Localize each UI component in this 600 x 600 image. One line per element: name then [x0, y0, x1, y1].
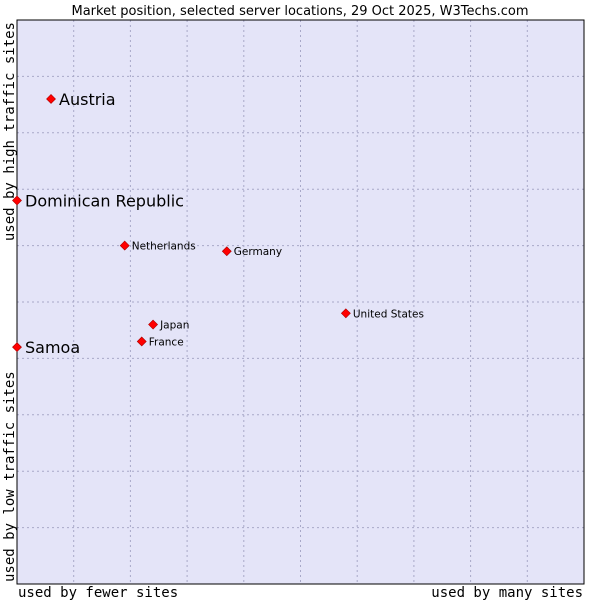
point-marker	[12, 195, 22, 206]
plot-border	[16, 19, 585, 585]
point-france: France	[136, 336, 184, 348]
point-label: Netherlands	[132, 241, 196, 253]
point-label: Japan	[159, 320, 189, 332]
x-axis-label-right: used by many sites	[431, 585, 583, 600]
point-united-states: United States	[340, 308, 424, 320]
point-label: United States	[353, 308, 424, 320]
point-samoa: Samoa	[12, 338, 80, 357]
point-label: Austria	[59, 90, 116, 109]
point-label: Germany	[234, 246, 282, 258]
point-austria: Austria	[46, 90, 116, 109]
point-marker	[46, 94, 56, 104]
point-marker	[340, 308, 351, 319]
point-marker	[119, 240, 130, 251]
point-marker	[12, 342, 22, 353]
grid-lines	[17, 20, 584, 584]
point-label: France	[149, 336, 184, 348]
y-axis-label-bottom: used by low traffic sites	[2, 371, 18, 582]
point-marker	[136, 336, 147, 347]
point-label: Samoa	[25, 338, 80, 357]
point-dominican-republic: Dominican Republic	[12, 191, 184, 210]
data-points: Austria Dominican Republic Netherlands Germ…	[12, 90, 424, 357]
y-axis-label-top: used by high traffic sites	[2, 22, 18, 241]
x-axis-label-left: used by fewer sites	[18, 585, 178, 600]
point-marker	[148, 319, 159, 330]
point-label: Dominican Republic	[25, 191, 184, 210]
point-netherlands: Netherlands	[119, 240, 196, 253]
point-japan: Japan	[148, 319, 189, 332]
chart-title: Market position, selected server locatio…	[71, 4, 528, 19]
point-marker	[221, 246, 232, 257]
point-germany: Germany	[221, 246, 282, 258]
